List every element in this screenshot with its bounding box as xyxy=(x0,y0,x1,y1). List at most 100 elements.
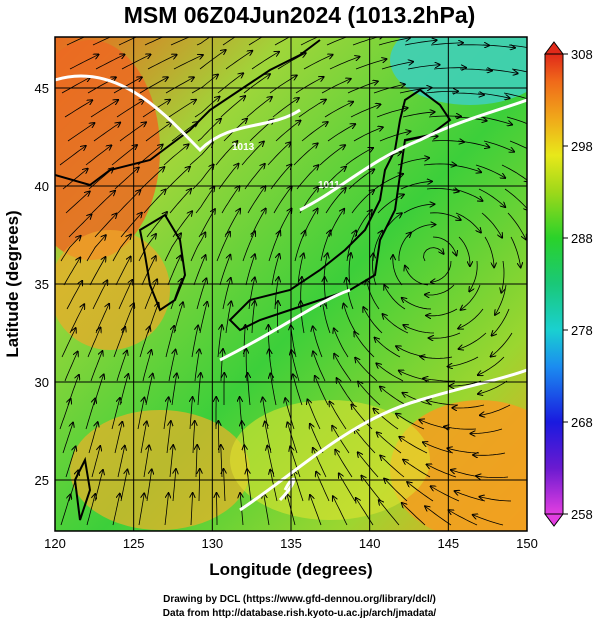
map-title: MSM 06Z04Jun2024 (1013.2hPa) xyxy=(123,2,476,28)
streamline xyxy=(92,280,107,310)
streamline xyxy=(219,255,230,286)
streamline xyxy=(301,301,305,334)
streamline xyxy=(191,493,193,526)
lon-tick-label: 130 xyxy=(201,536,223,551)
streamline xyxy=(350,104,380,118)
streamline xyxy=(509,140,527,149)
streamline xyxy=(222,278,231,310)
streamline xyxy=(355,358,378,382)
streamline xyxy=(221,349,223,382)
streamline xyxy=(316,472,330,502)
streamline xyxy=(480,404,511,415)
streamline xyxy=(171,373,177,406)
streamline xyxy=(192,165,214,190)
streamline xyxy=(119,122,146,142)
streamline xyxy=(452,93,484,95)
streamline xyxy=(358,452,379,478)
streamline xyxy=(320,231,331,262)
streamline xyxy=(450,380,482,386)
streamline xyxy=(335,450,353,478)
streamline xyxy=(293,143,318,166)
isobar-label-1013: 1013 xyxy=(232,142,255,153)
colorbar: 258 268 278 288 298 308 xyxy=(544,41,593,527)
streamline xyxy=(433,68,466,69)
streamline xyxy=(217,73,243,94)
streamline xyxy=(511,68,527,73)
streamline xyxy=(166,167,190,190)
colorbar-tick-label: 268 xyxy=(571,415,593,430)
streamline xyxy=(298,100,326,118)
streamline xyxy=(400,181,432,190)
streamline xyxy=(86,494,95,526)
streamline xyxy=(334,354,352,382)
streamline xyxy=(61,77,90,94)
streamline xyxy=(354,429,376,454)
streamline xyxy=(303,55,333,70)
streamline xyxy=(479,497,512,502)
streamline xyxy=(113,77,142,94)
streamline xyxy=(507,212,526,239)
streamline xyxy=(427,464,457,478)
streamline xyxy=(324,102,353,118)
streamline xyxy=(222,37,236,46)
streamline xyxy=(270,164,291,190)
credit-drawing: Drawing by DCL (https://www.gfd-dennou.o… xyxy=(163,594,436,605)
streamline xyxy=(425,91,458,93)
streamline xyxy=(91,191,115,214)
streamline xyxy=(375,338,401,358)
streamline xyxy=(64,100,92,118)
streamline xyxy=(247,186,266,214)
streamline xyxy=(321,79,351,94)
streamline xyxy=(264,494,270,526)
streamline xyxy=(88,422,98,454)
streamline xyxy=(252,301,255,334)
streamline xyxy=(291,350,300,382)
streamline xyxy=(94,214,117,238)
streamline xyxy=(138,234,156,262)
streamline xyxy=(339,473,356,502)
streamline xyxy=(215,141,237,166)
coast-korea xyxy=(138,213,187,312)
streamline xyxy=(216,232,230,262)
streamline xyxy=(60,236,81,262)
streamline xyxy=(471,428,503,434)
streamline xyxy=(377,195,404,214)
streamline xyxy=(294,231,305,262)
streamline xyxy=(346,278,354,310)
streamline xyxy=(449,510,478,526)
streamline xyxy=(169,445,173,478)
streamline xyxy=(194,97,220,118)
streamline xyxy=(118,280,132,310)
streamline xyxy=(337,378,355,406)
streamline xyxy=(59,399,71,430)
streamline xyxy=(60,494,71,526)
streamline xyxy=(65,447,76,478)
streamline xyxy=(508,44,527,48)
lat-tick-label: 40 xyxy=(35,179,49,194)
streamline xyxy=(117,446,125,478)
streamline xyxy=(402,112,435,118)
streamline xyxy=(501,164,527,182)
lat-tick-label: 25 xyxy=(35,473,49,488)
lat-tick-label: 30 xyxy=(35,375,49,390)
streamline xyxy=(473,515,504,526)
colorbar-tick-label: 278 xyxy=(571,323,593,338)
streamline xyxy=(354,332,375,358)
streamline xyxy=(469,260,478,291)
streamline xyxy=(381,62,413,70)
streamline xyxy=(196,278,206,310)
streamline xyxy=(310,495,322,526)
streamline xyxy=(114,422,122,454)
streamline xyxy=(403,204,434,214)
streamline xyxy=(326,37,357,46)
streamline xyxy=(193,421,195,454)
streamline xyxy=(270,374,277,406)
colorbar-min-triangle xyxy=(544,513,564,527)
streamline xyxy=(164,233,181,262)
streamline xyxy=(457,140,489,147)
streamline xyxy=(245,254,255,286)
isobar-contours xyxy=(55,74,527,512)
streamline xyxy=(428,116,461,117)
streamline xyxy=(112,235,131,262)
streamline xyxy=(61,328,76,358)
